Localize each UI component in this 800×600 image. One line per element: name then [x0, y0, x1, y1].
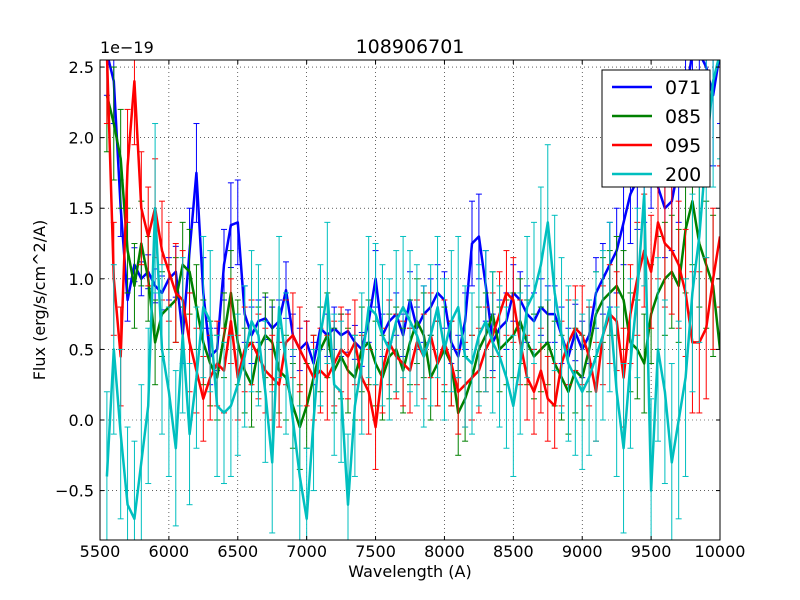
- y-tick-label: 0.0: [69, 411, 94, 430]
- chart-title: 108906701: [356, 36, 465, 58]
- y-tick-label: 2.5: [69, 58, 94, 77]
- y-tick-label: 1.5: [69, 199, 94, 218]
- legend: 071 085 095 200: [601, 69, 711, 188]
- legend-label: 071: [665, 77, 701, 99]
- ticks: 5500 6000 6500 7000 7500 8000 8500 9000 9500 1000…: [55, 58, 745, 561]
- series-line-095: [105, 60, 720, 429]
- y-tick-label: 0.5: [69, 340, 94, 359]
- x-tick-label: 8000: [424, 542, 465, 561]
- series-line-200: [105, 60, 720, 521]
- x-tick-label: 7000: [286, 542, 327, 561]
- y-tick-label: 1.0: [69, 270, 94, 289]
- y-tick-label: 2.0: [69, 129, 94, 148]
- x-tick-label: 10000: [695, 542, 746, 561]
- y-offset-text: 1e−19: [100, 38, 154, 57]
- series-line-071: [107, 60, 720, 365]
- x-tick-label: 9500: [631, 542, 672, 561]
- legend-box: [601, 69, 711, 188]
- x-tick-label: 6500: [217, 542, 258, 561]
- series-line-085: [105, 95, 720, 429]
- x-tick-label: 8500: [493, 542, 534, 561]
- series-200: [103, 60, 720, 540]
- x-tick-label: 7500: [355, 542, 396, 561]
- legend-label: 085: [665, 106, 701, 128]
- x-tick-label: 9000: [562, 542, 603, 561]
- y-tick-label: −0.5: [55, 482, 94, 501]
- x-axis-label: Wavelength (A): [348, 562, 471, 581]
- axes-frame: [99, 59, 721, 541]
- y-axis-label: Flux (erg/s/cm^2/A): [30, 220, 49, 381]
- x-tick-label: 6000: [149, 542, 190, 561]
- x-tick-label: 5500: [80, 542, 121, 561]
- legend-label: 095: [665, 135, 701, 157]
- legend-label: 200: [665, 164, 701, 186]
